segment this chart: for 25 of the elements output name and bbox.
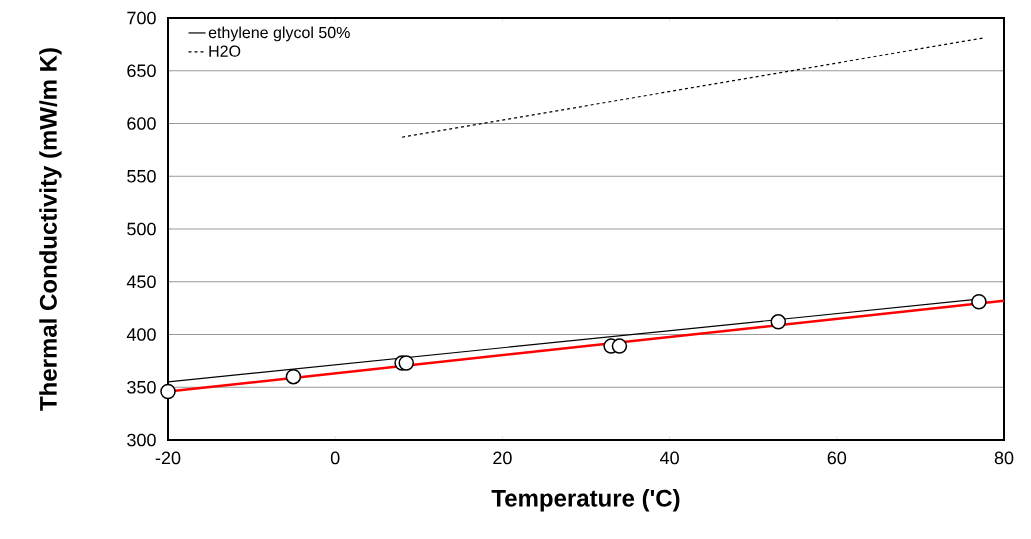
x-tick-label: 0 (330, 451, 340, 465)
y-tick-label: 600 (127, 117, 156, 130)
point (971, 294, 987, 310)
y-tick-label: 400 (126, 328, 156, 341)
x-tick-label: -20 (155, 451, 181, 465)
legend-label: ethylene glycol 50% (208, 26, 350, 42)
y-axis-title: Thermal Conductivity (mW/m K) (39, 48, 62, 411)
x-tick-label: 40 (660, 451, 679, 465)
point (770, 314, 787, 330)
point (285, 368, 302, 385)
y-tick-label: 500 (127, 222, 156, 236)
point (160, 383, 176, 400)
y-tick-label: 300 (127, 433, 156, 447)
y-tick-label: 700 (127, 11, 156, 25)
x-tick-label: 60 (827, 451, 847, 465)
y-tick-label: 550 (127, 169, 156, 183)
y-tick-label: 350 (127, 380, 156, 394)
y-tick-label: 650 (127, 64, 156, 78)
point (398, 355, 415, 371)
legend-label: H2O (209, 45, 241, 57)
y-tick-label: 450 (126, 275, 156, 289)
x-tick-label: 80 (994, 451, 1014, 465)
x-tick-label: 20 (493, 451, 512, 465)
point (611, 338, 628, 354)
x-axis-title: Temperature ('C) (491, 489, 680, 512)
